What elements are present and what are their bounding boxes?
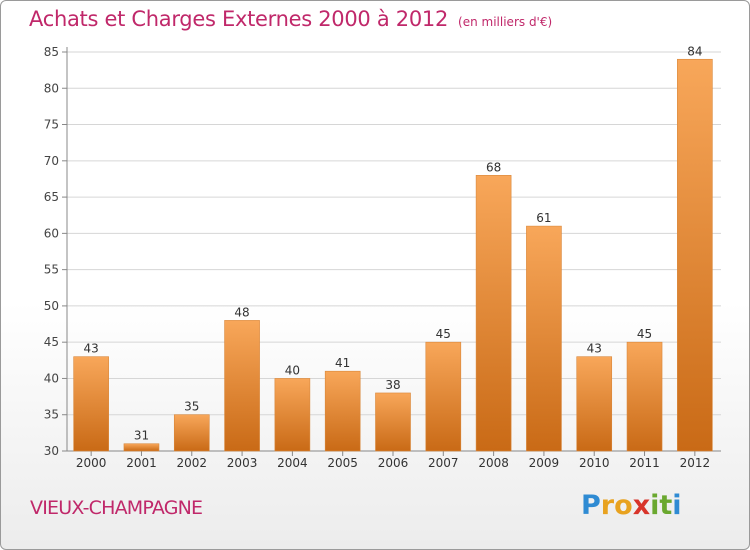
data-label: 45 xyxy=(436,327,451,341)
logo-letter: t xyxy=(659,490,673,521)
y-tick-label: 85 xyxy=(44,45,59,59)
data-label: 35 xyxy=(184,400,199,414)
data-label: 31 xyxy=(134,429,149,443)
x-tick-label: 2006 xyxy=(378,456,409,470)
y-tick-label: 55 xyxy=(44,263,59,277)
x-tick-label: 2008 xyxy=(478,456,509,470)
y-tick-label: 35 xyxy=(44,408,59,422)
bar-2010 xyxy=(576,356,613,452)
proxiti-logo: Proxiti xyxy=(581,490,682,521)
bar-2003 xyxy=(224,320,260,452)
bar-2011 xyxy=(626,341,663,452)
logo-letter: o xyxy=(614,490,633,521)
logo-letter: P xyxy=(581,490,601,521)
data-label: 68 xyxy=(486,160,501,174)
data-label: 61 xyxy=(536,211,551,225)
bar-2005 xyxy=(324,370,361,452)
logo-letter: i xyxy=(650,490,660,521)
data-label: 43 xyxy=(587,342,602,356)
commune-name: VIEUX-CHAMPAGNE xyxy=(30,497,203,519)
y-tick-label: 45 xyxy=(44,335,59,349)
bars xyxy=(73,58,713,452)
y-tick-label: 70 xyxy=(44,154,59,168)
logo-letter: i xyxy=(672,490,682,521)
y-tick-label: 75 xyxy=(44,118,59,132)
bar-2004 xyxy=(274,378,311,452)
bar-2002 xyxy=(173,414,210,452)
bar-2009 xyxy=(526,225,562,452)
bar-2000 xyxy=(73,356,109,452)
labels: 30 35 40 45 50 55 60 65 70 75 80 85 43 2000 31 2001 35 20… xyxy=(44,44,710,470)
x-tick-label: 2011 xyxy=(629,456,660,470)
data-label: 41 xyxy=(335,356,350,370)
x-tick-label: 2012 xyxy=(680,456,711,470)
data-label: 43 xyxy=(84,342,99,356)
x-tick-label: 2009 xyxy=(529,456,560,470)
bar-2012 xyxy=(677,58,713,452)
data-label: 45 xyxy=(637,327,652,341)
data-label: 48 xyxy=(234,305,249,319)
x-tick-label: 2004 xyxy=(277,456,308,470)
bar-2001 xyxy=(123,443,160,452)
bar-2007 xyxy=(425,341,462,452)
y-tick-label: 60 xyxy=(44,226,59,240)
logo-letter: r xyxy=(600,490,615,521)
x-tick-label: 2010 xyxy=(579,456,610,470)
data-label: 38 xyxy=(385,378,400,392)
chart-title-text: Achats et Charges Externes 2000 à 2012 xyxy=(29,7,449,31)
data-label: 40 xyxy=(285,363,300,377)
y-tick-label: 30 xyxy=(44,444,59,458)
x-tick-label: 2005 xyxy=(327,456,358,470)
x-tick-label: 2000 xyxy=(76,456,107,470)
y-tick-label: 40 xyxy=(44,371,59,385)
chart-title: Achats et Charges Externes 2000 à 2012 (e… xyxy=(29,7,552,31)
y-tick-label: 50 xyxy=(44,299,59,313)
bar-2006 xyxy=(375,392,411,452)
y-tick-label: 65 xyxy=(44,190,59,204)
x-tick-label: 2001 xyxy=(126,456,157,470)
y-tick-label: 80 xyxy=(44,81,59,95)
grid-lines xyxy=(67,51,721,416)
x-tick-label: 2002 xyxy=(176,456,207,470)
logo-letter: x xyxy=(632,490,651,521)
chart-subtitle: (en milliers d'€) xyxy=(458,15,553,29)
x-tick-label: 2003 xyxy=(227,456,258,470)
bar-2008 xyxy=(475,175,512,452)
data-label: 84 xyxy=(687,44,702,58)
x-tick-label: 2007 xyxy=(428,456,459,470)
